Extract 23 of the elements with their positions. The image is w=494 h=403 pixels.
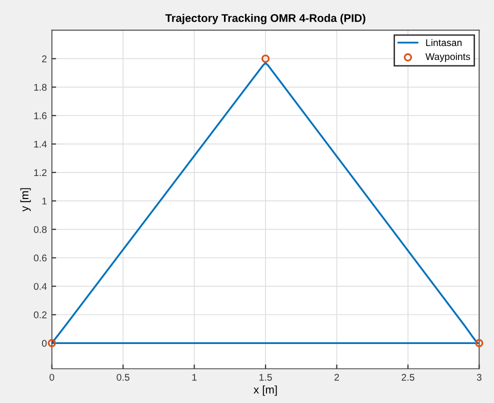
y-tick-label: 0.6 <box>34 254 47 262</box>
x-tick-label: 1.5 <box>260 374 272 381</box>
y-tick-label: 0.2 <box>34 311 47 318</box>
y-tick-label: 0.8 <box>34 226 47 233</box>
x-tick-label: 2 <box>334 374 339 381</box>
y-tick-label: 1.4 <box>34 140 47 148</box>
x-tick-label: 3 <box>476 374 482 381</box>
x-tick-label: 2.5 <box>402 374 414 381</box>
y-tick-label: 1.6 <box>34 112 47 120</box>
y-tick-label: 1.8 <box>34 84 47 91</box>
y-tick-label: 1.2 <box>34 169 47 176</box>
y-tick-label: 0.4 <box>34 282 47 290</box>
y-tick-label: 1 <box>42 198 47 204</box>
y-axis-title: y [m] <box>20 188 31 212</box>
x-tick-label: 1 <box>192 374 197 381</box>
y-tick-label: 2 <box>42 55 47 62</box>
x-tick-label: 0.5 <box>116 374 130 381</box>
chart-title: Trajectory Tracking OMR 4-Roda (PID) <box>165 14 366 24</box>
legend-label: Lintasan <box>426 38 462 46</box>
legend-label: Waypoints <box>425 52 470 62</box>
x-tick-label: 0 <box>50 374 54 381</box>
y-tick-label: 0 <box>42 340 47 347</box>
x-axis-title: x [m] <box>254 385 277 396</box>
